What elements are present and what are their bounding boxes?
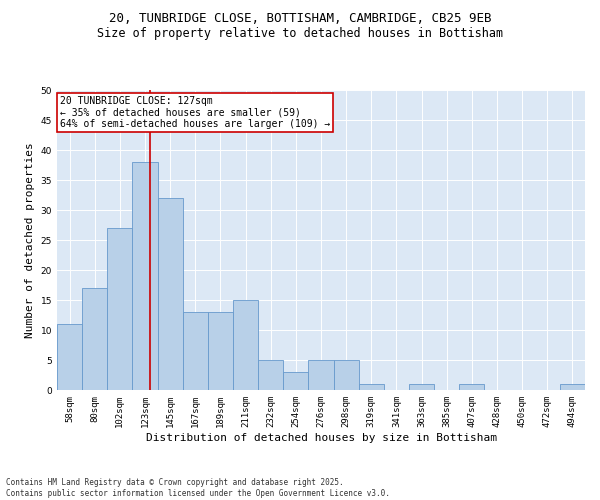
- X-axis label: Distribution of detached houses by size in Bottisham: Distribution of detached houses by size …: [146, 432, 497, 442]
- Bar: [183, 312, 208, 390]
- Bar: [233, 300, 258, 390]
- Bar: [308, 360, 334, 390]
- Text: Contains HM Land Registry data © Crown copyright and database right 2025.
Contai: Contains HM Land Registry data © Crown c…: [6, 478, 390, 498]
- Bar: [409, 384, 434, 390]
- Bar: [133, 162, 158, 390]
- Bar: [560, 384, 585, 390]
- Bar: [158, 198, 183, 390]
- Bar: [258, 360, 283, 390]
- Bar: [82, 288, 107, 390]
- Y-axis label: Number of detached properties: Number of detached properties: [25, 142, 35, 338]
- Bar: [57, 324, 82, 390]
- Text: Size of property relative to detached houses in Bottisham: Size of property relative to detached ho…: [97, 28, 503, 40]
- Bar: [283, 372, 308, 390]
- Bar: [334, 360, 359, 390]
- Text: 20, TUNBRIDGE CLOSE, BOTTISHAM, CAMBRIDGE, CB25 9EB: 20, TUNBRIDGE CLOSE, BOTTISHAM, CAMBRIDG…: [109, 12, 491, 26]
- Bar: [459, 384, 484, 390]
- Bar: [359, 384, 384, 390]
- Bar: [107, 228, 133, 390]
- Bar: [208, 312, 233, 390]
- Text: 20 TUNBRIDGE CLOSE: 127sqm
← 35% of detached houses are smaller (59)
64% of semi: 20 TUNBRIDGE CLOSE: 127sqm ← 35% of deta…: [59, 96, 330, 129]
